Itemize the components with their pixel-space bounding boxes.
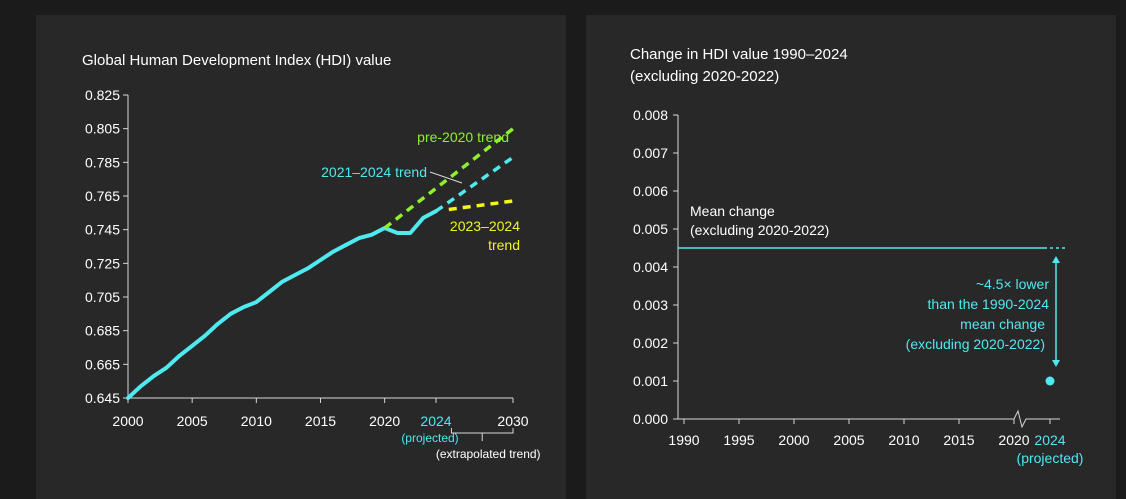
projected-label: (projected) <box>1017 450 1084 466</box>
x-tick-label-highlight: 2024 <box>1034 432 1065 448</box>
lower-annotation-line2: than the 1990-2024 <box>928 296 1050 312</box>
y-tick-label: 0.825 <box>85 87 120 103</box>
mean-change-label-line1: Mean change <box>690 203 775 219</box>
chart-title-line1: Change in HDI value 1990–2024 <box>630 46 848 63</box>
x-tick-label: 2005 <box>177 413 208 429</box>
series-line-3 <box>448 199 514 212</box>
hdi-value-chart: Global Human Development Index (HDI) val… <box>82 52 541 461</box>
x-tick-label: 2000 <box>778 432 809 448</box>
lower-annotation-line4: (excluding 2020-2022) <box>906 336 1045 352</box>
x-tick-label-highlight: 2024 <box>420 413 451 429</box>
trend-2023-2024-label-line1: 2023–2024 <box>450 218 520 234</box>
x-tick-label: 2020 <box>369 413 400 429</box>
data-point-2024 <box>1045 376 1055 386</box>
x-tick-label: 2015 <box>305 413 336 429</box>
x-tick-label: 1995 <box>723 432 754 448</box>
y-tick-label: 0.785 <box>85 154 120 170</box>
axis-break <box>1013 409 1060 429</box>
extrapolated-bracket <box>450 428 514 441</box>
y-tick-label: 0.006 <box>633 183 668 199</box>
x-tick-label: 2030 <box>497 413 528 429</box>
annotations: pre-2020 trend 2021–2024 trend 2023–2024… <box>321 129 520 253</box>
y-tick-label: 0.002 <box>633 335 668 351</box>
tick-labels: 0.000 0.001 0.002 0.003 0.004 0.005 0.006 0.007… <box>633 107 1084 466</box>
trend-2023-2024-label-line2: trend <box>488 237 520 253</box>
chart-title-line2: (excluding 2020-2022) <box>630 68 779 85</box>
y-tick-label: 0.705 <box>85 289 120 305</box>
y-tick-label: 0.005 <box>633 221 668 237</box>
x-tick-label: 2010 <box>888 432 919 448</box>
y-tick-label: 0.008 <box>633 107 668 123</box>
hdi-change-chart: Change in HDI value 1990–2024 (excluding… <box>630 46 1084 466</box>
gap-arrow-head-up <box>1052 256 1060 263</box>
x-tick-label: 2005 <box>833 432 864 448</box>
mean-change-label-line2: (excluding 2020-2022) <box>690 222 829 238</box>
trend-label-leader <box>429 171 463 184</box>
lower-annotation-line1: ~4.5× lower <box>976 276 1049 292</box>
y-tick-label: 0.003 <box>633 297 668 313</box>
axes <box>673 114 1060 429</box>
series-line-0 <box>126 209 438 400</box>
x-tick-label: 2020 <box>998 432 1029 448</box>
tick-labels: 0.645 0.665 0.685 0.705 0.725 0.745 0.765 0.785… <box>85 87 541 461</box>
series-line-2 <box>434 155 515 213</box>
x-tick-label: 1990 <box>668 432 699 448</box>
y-tick-label: 0.001 <box>633 373 668 389</box>
projected-label: (projected) <box>401 431 458 445</box>
y-tick-label: 0.805 <box>85 121 120 137</box>
axes <box>123 94 514 441</box>
pre-2020-trend-label: pre-2020 trend <box>417 129 509 145</box>
y-tick-label: 0.765 <box>85 188 120 204</box>
y-tick-label: 0.685 <box>85 323 120 339</box>
y-tick-label: 0.665 <box>85 356 120 372</box>
extrapolated-label: (extrapolated trend) <box>436 447 541 461</box>
lower-annotation-line3: mean change <box>960 316 1045 332</box>
trend-2021-2024-label: 2021–2024 trend <box>321 164 427 180</box>
marks <box>678 247 1068 386</box>
y-tick-label: 0.000 <box>633 411 668 427</box>
y-tick-label: 0.745 <box>85 222 120 238</box>
y-tick-label: 0.645 <box>85 390 120 406</box>
y-tick-label: 0.004 <box>633 259 668 275</box>
series <box>126 127 515 400</box>
annotations: Mean change (excluding 2020-2022) ~4.5× … <box>690 203 1049 352</box>
hdi-value-panel: Global Human Development Index (HDI) val… <box>36 15 566 499</box>
chart-title: Global Human Development Index (HDI) val… <box>82 52 391 69</box>
x-tick-label: 2000 <box>112 413 143 429</box>
hdi-change-panel: Change in HDI value 1990–2024 (excluding… <box>586 15 1116 499</box>
x-tick-label: 2010 <box>241 413 272 429</box>
y-tick-label: 0.007 <box>633 145 668 161</box>
gap-arrow-head-down <box>1052 360 1060 367</box>
x-tick-label: 2015 <box>943 432 974 448</box>
y-tick-label: 0.725 <box>85 255 120 271</box>
